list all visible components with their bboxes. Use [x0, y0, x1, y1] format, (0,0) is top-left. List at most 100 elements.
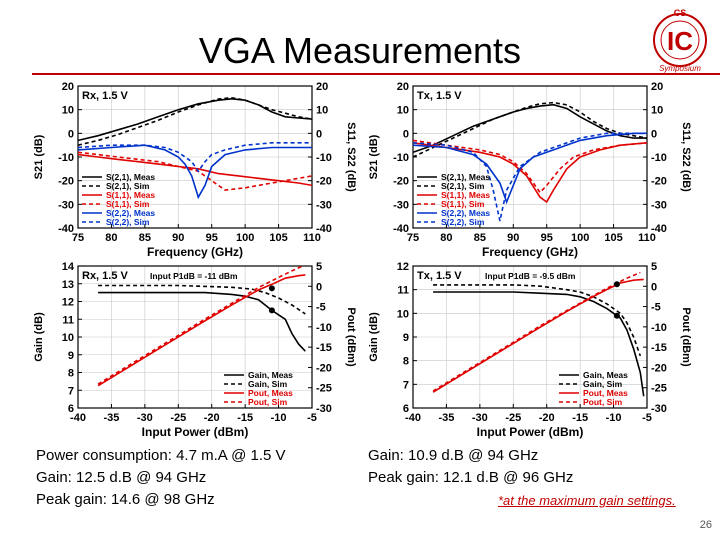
x-tick-label: -10 [271, 412, 287, 424]
y-tick-label: -30 [58, 199, 74, 211]
y-axis-label: S21 (dB) [368, 134, 380, 179]
y-tick-label: 20 [62, 81, 74, 93]
x-tick-label: -20 [204, 412, 220, 424]
y-tick-label: 6 [403, 403, 409, 415]
legend-label: Gain, Meas [583, 370, 628, 380]
p1db-marker [613, 312, 620, 319]
y2-axis-label: S11, S22 (dB) [680, 122, 692, 192]
x-tick-label: -30 [472, 412, 488, 424]
left-notes: Power consumption: 4.7 m.A @ 1.5 V Gain:… [36, 445, 286, 511]
y2-tick-label: -25 [316, 383, 332, 395]
y2-tick-label: -5 [651, 302, 661, 314]
series-line [413, 142, 647, 204]
x-tick-label: 105 [604, 232, 622, 244]
plot-frame [77, 85, 313, 229]
legend-label: Gain, Sim [583, 379, 623, 389]
x-tick-label: 80 [105, 232, 117, 244]
legend-label: S(2,2), Sim [106, 217, 150, 227]
series-line [78, 96, 312, 146]
x-tick-label: -10 [606, 412, 622, 424]
x-tick-label: -30 [137, 412, 153, 424]
condition-annotation: Tx, 1.5 V [417, 90, 462, 102]
series-line [98, 284, 306, 315]
p1db-annotation: Input P1dB = -11 dBm [150, 271, 238, 281]
y2-tick-label: -30 [316, 403, 332, 415]
y2-tick-label: -20 [651, 176, 667, 188]
chart-group: -40 -35 -30 -25 -20 -15 -10 -5 6 7 8 9 10 11 12 13 14 -30… [33, 261, 357, 439]
series-line [78, 141, 312, 173]
y2-tick-label: 0 [651, 281, 657, 293]
tx-power-chart: -40 -35 -30 -25 -20 -15 -10 -5 6 7 8 9 10 11 12 -30 -25 -… [365, 260, 695, 440]
legend-label: S(1,1), Sim [441, 199, 485, 209]
p1db-marker [613, 281, 620, 288]
cs-ic-symposium-logo: IC CS Symposium [640, 2, 720, 74]
x-tick-label: 110 [638, 232, 656, 244]
plot-frame [412, 265, 648, 409]
y-tick-label: 10 [62, 105, 74, 117]
x-tick-label: -5 [642, 412, 652, 424]
note-tx-gain: Gain: 10.9 d.B @ 94 GHz [368, 447, 539, 464]
y-tick-label: 7 [68, 385, 74, 397]
y-tick-label: -40 [58, 223, 74, 235]
legend-label: S(2,2), Sim [441, 217, 485, 227]
x-axis-label: Input Power (dBm) [477, 425, 584, 439]
x-tick-label: 90 [507, 232, 519, 244]
series-line [413, 132, 647, 205]
x-axis-label: Frequency (GHz) [482, 245, 578, 259]
legend-label: S(2,1), Sim [106, 181, 150, 191]
x-tick-label: -15 [237, 412, 253, 424]
y2-tick-label: -40 [316, 223, 332, 235]
condition-annotation: Rx, 1.5 V [82, 270, 129, 282]
y-tick-label: 10 [62, 332, 74, 344]
y-tick-label: -20 [58, 176, 74, 188]
p1db-marker [268, 307, 275, 314]
y2-tick-label: 5 [316, 261, 322, 273]
y2-tick-label: -20 [651, 362, 667, 374]
rx-power-plot: -40 -35 -30 -25 -20 -15 -10 -5 6 7 8 9 10 11 12 13 14 -30… [33, 261, 357, 439]
p1db-marker [268, 285, 275, 292]
y2-tick-label: 0 [316, 281, 322, 293]
y2-tick-label: -30 [316, 199, 332, 211]
x-tick-label: -40 [70, 412, 86, 424]
x-tick-label: -35 [438, 412, 454, 424]
x-tick-label: 85 [139, 232, 151, 244]
legend-label: Pout, Meas [248, 388, 293, 398]
y-tick-label: 6 [68, 403, 74, 415]
y2-tick-label: -20 [316, 362, 332, 374]
chart-group: 75 80 85 90 95 100 105 110-40-30-20-1001020-40-… [33, 81, 357, 259]
legend-label: S(1,1), Sim [106, 199, 150, 209]
x-tick-label: 95 [541, 232, 553, 244]
y2-tick-label: -10 [651, 152, 667, 164]
y2-tick-label: 10 [316, 105, 328, 117]
x-tick-label: 100 [571, 232, 589, 244]
y-tick-label: -30 [393, 199, 409, 211]
y-tick-label: 9 [68, 350, 74, 362]
y2-tick-label: 0 [316, 128, 322, 140]
series-line [432, 271, 641, 392]
rx-sparam-chart: 75 80 85 90 95 100 105 110 -40 -30 -20 -10 0 10 20 -40-… [30, 80, 360, 260]
legend-label: S(2,1), Sim [441, 181, 485, 191]
legend-label: S(1,1), Meas [441, 190, 490, 200]
right-notes: Gain: 10.9 d.B @ 94 GHz Peak gain: 12.1 … [368, 445, 573, 489]
x-tick-label: -15 [572, 412, 588, 424]
tx-sparam-chart: 75 80 85 90 95 100 105 110 -40 -30 -20 -10 0 10 20 -40-… [365, 80, 695, 260]
y-axis-label: S21 (dB) [33, 134, 45, 179]
legend-label: Gain, Meas [248, 370, 293, 380]
footnote: *at the maximum gain settings. [498, 493, 676, 508]
x-tick-label: 95 [206, 232, 218, 244]
y2-tick-label: -40 [651, 223, 667, 235]
y-tick-label: 7 [403, 379, 409, 391]
y2-tick-label: 5 [651, 261, 657, 273]
y-tick-label: 20 [397, 81, 409, 93]
legend-label: S(2,1), Meas [441, 172, 490, 182]
tx-sparam-plot: 75 80 85 90 95 100 105 110-40-30-20-1001020-40-… [368, 81, 692, 259]
p1db-annotation: Input P1dB = -9.5 dBm [485, 271, 576, 281]
x-tick-label: 105 [269, 232, 287, 244]
y-tick-label: 8 [403, 356, 409, 368]
y-tick-label: 11 [397, 285, 409, 297]
x-tick-label: -25 [170, 412, 186, 424]
title-divider [32, 73, 720, 75]
series-line [433, 291, 645, 397]
legend-label: Pout, Sim [248, 397, 288, 407]
x-tick-label: -5 [307, 412, 317, 424]
